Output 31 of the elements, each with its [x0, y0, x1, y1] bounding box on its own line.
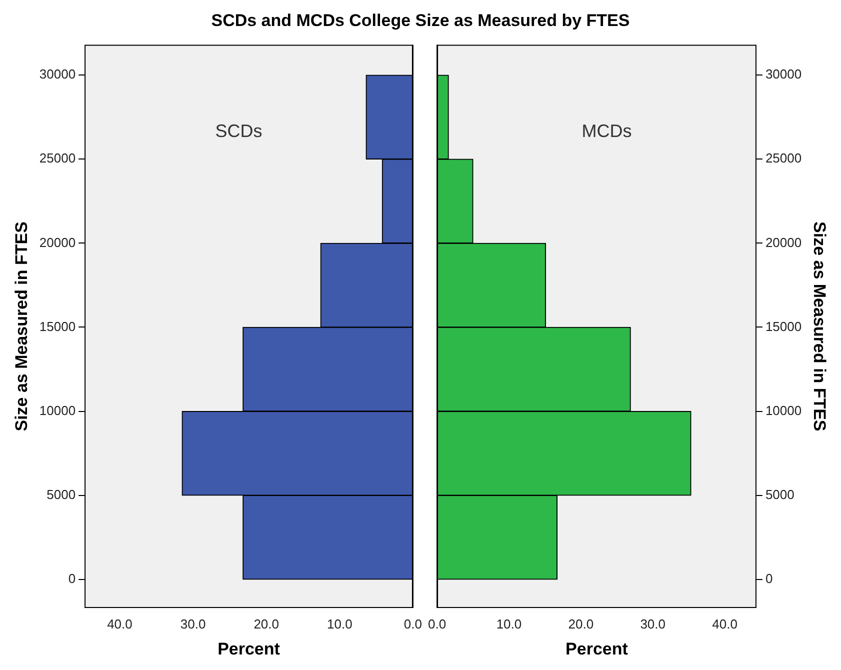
x-tick-label: 0.0	[428, 616, 446, 632]
x-tick-label: 20.0	[568, 616, 594, 632]
x-tick-label: 0.0	[404, 616, 422, 632]
y-axis-title: Size as Measured in FTES	[810, 222, 830, 432]
x-tick-label: 30.0	[640, 616, 666, 632]
y-tick-label: 15000	[39, 318, 76, 334]
y-axis-title: Size as Measured in FTES	[12, 222, 31, 432]
x-tick-label: 30.0	[180, 616, 206, 632]
y-tick-label: 30000	[765, 66, 802, 82]
text: MCDs	[582, 121, 632, 142]
x-axis-title: Percent	[218, 639, 280, 658]
y-tick-label: 0	[68, 571, 76, 586]
y-tick-label: 25000	[765, 150, 802, 166]
y-tick-label: 15000	[765, 318, 802, 334]
y-tick-label: 5000	[46, 486, 76, 502]
x-tick-label: 40.0	[107, 616, 132, 632]
y-tick-label: 20000	[39, 234, 76, 250]
y-tick-label: 5000	[765, 486, 794, 502]
y-tick-label: 25000	[39, 150, 76, 166]
x-tick-label: 40.0	[712, 616, 738, 632]
x-axis-title: Percent	[566, 639, 628, 658]
x-tick-label: 10.0	[327, 616, 352, 632]
y-tick-label: 0	[765, 571, 773, 586]
y-tick-label: 10000	[39, 402, 76, 418]
text: SCDs	[215, 121, 262, 142]
y-tick-label: 10000	[765, 402, 802, 418]
y-tick-label: 20000	[765, 234, 802, 250]
y-tick-label: 30000	[39, 66, 76, 82]
x-tick-label: 20.0	[254, 616, 280, 632]
x-tick-label: 10.0	[496, 616, 522, 632]
chart-title: SCDs and MCDs College Size as Measured by FTES	[210, 10, 631, 32]
